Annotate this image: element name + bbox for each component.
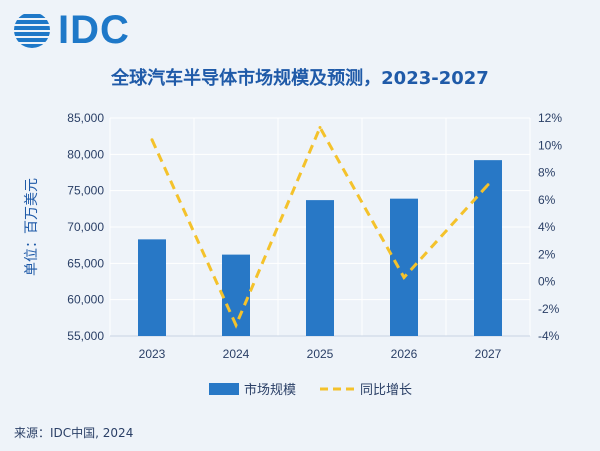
y-tick-label: 55,000 [67, 329, 104, 343]
y-tick-label: 70,000 [67, 220, 104, 234]
growth-point [402, 275, 406, 279]
growth-point [234, 323, 238, 327]
logo-text: IDC [58, 8, 130, 52]
idc-logo: IDC [12, 8, 130, 52]
y-tick-label: 75,000 [67, 184, 104, 198]
globe-icon [14, 14, 50, 48]
y2-tick-label: 8% [538, 166, 556, 180]
x-tick-label: 2025 [307, 347, 334, 361]
growth-line [150, 124, 490, 329]
y-tick-label: 85,000 [67, 111, 104, 125]
growth-point [150, 138, 154, 142]
legend-swatch-bar [209, 383, 239, 395]
source-note: 来源：IDC中国, 2024 [14, 426, 134, 440]
chart-title: 全球汽车半导体市场规模及预测，2023-2027 [111, 68, 489, 89]
y-axis-label: 单位：百万美元 [24, 178, 40, 276]
growth-point [318, 126, 322, 130]
growth-point [486, 183, 490, 187]
y2-tick-label: 4% [538, 220, 556, 234]
bar [138, 239, 166, 336]
y2-tick-label: -2% [538, 302, 560, 316]
x-tick-label: 2026 [391, 347, 418, 361]
bar [306, 200, 334, 336]
legend-label-bar: 市场规模 [244, 382, 296, 398]
y-tick-label: 60,000 [67, 293, 104, 307]
y2-tick-label: 2% [538, 247, 556, 261]
y-tick-label: 80,000 [67, 147, 104, 161]
legend-label-line: 同比增长 [360, 383, 412, 398]
x-tick-label: 2024 [223, 347, 250, 361]
x-tick-label: 2027 [475, 347, 502, 361]
y2-tick-label: 6% [538, 193, 556, 207]
y2-tick-label: 10% [538, 138, 562, 152]
bar [474, 160, 502, 336]
y2-tick-label: 0% [538, 275, 556, 289]
y2-tick-label: -4% [538, 329, 560, 343]
y-tick-label: 65,000 [67, 256, 104, 270]
y2-tick-label: 12% [538, 111, 562, 125]
x-tick-label: 2023 [139, 347, 166, 361]
